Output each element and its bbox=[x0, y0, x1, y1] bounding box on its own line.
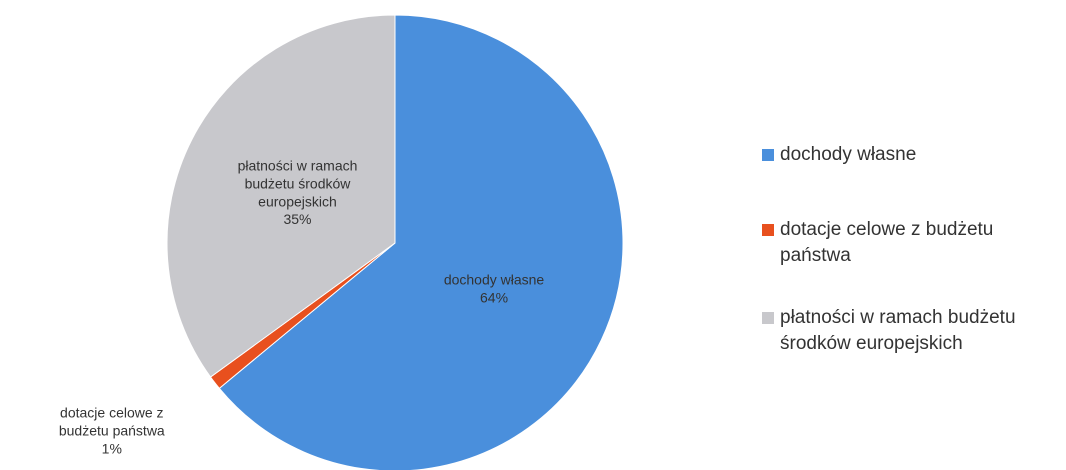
slice-label-name: płatności w ramach budżetu środków europej… bbox=[238, 157, 358, 209]
slice-label-value: 1% bbox=[102, 440, 122, 456]
legend-swatch bbox=[762, 312, 774, 324]
legend-swatch bbox=[762, 149, 774, 161]
legend-swatch bbox=[762, 224, 774, 236]
pie-slice bbox=[166, 14, 396, 378]
pie-slice bbox=[218, 14, 624, 470]
legend-label: dochody własne bbox=[780, 144, 916, 165]
legend-label: płatności w ramach budżetu środków europe… bbox=[780, 307, 1016, 354]
legend-label: dotacje celowe z budżetu państwa bbox=[780, 219, 993, 266]
slice-label-name: dotacje celowe z budżetu państwa bbox=[59, 404, 165, 438]
slice-label-name: dochody własne bbox=[444, 271, 545, 287]
slice-label-value: 64% bbox=[480, 289, 508, 305]
slice-label-value: 35% bbox=[283, 211, 311, 227]
